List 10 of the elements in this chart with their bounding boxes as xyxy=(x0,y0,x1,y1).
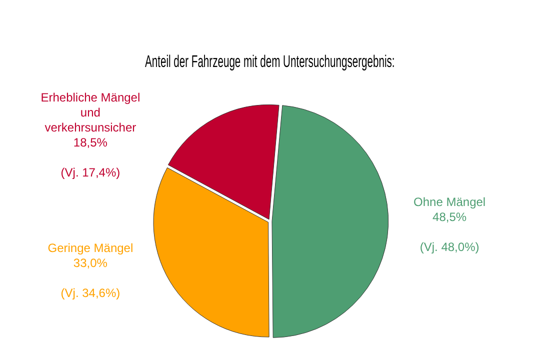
text: (Vj. 34,6%) xyxy=(60,286,120,300)
slice-label: Geringe Mängel xyxy=(48,241,134,256)
data-label: 48,5% xyxy=(432,210,467,224)
slice-label: Erhebliche Mängel und verkehrsunsicher xyxy=(40,90,140,134)
text: (Vj. 17,4%) xyxy=(60,165,120,180)
chart-title: Anteil der Fahrzeuge mit dem Untersuchungsergebnis: xyxy=(145,51,395,71)
data-label: 18,5% xyxy=(73,135,108,150)
slice-label: Ohne Mängel xyxy=(414,194,486,209)
data-label: 33,0% xyxy=(73,256,108,270)
text: (Vj. 48,0%) xyxy=(420,240,480,254)
